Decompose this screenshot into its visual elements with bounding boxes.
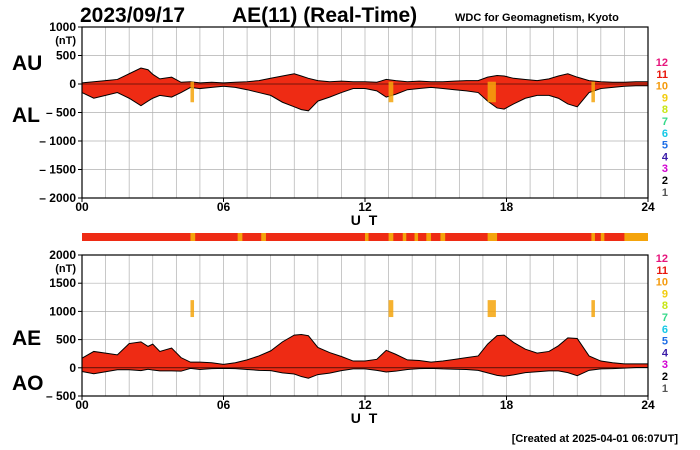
station-count-label: 3 [662,163,668,175]
y-tick-label: 1500 [49,276,76,290]
station-count-label: 11 [656,69,668,81]
station-count-label: 4 [662,347,669,359]
reduced-station-streak [190,300,195,318]
station-count-label: 9 [662,288,668,300]
station-count-label: 10 [656,277,668,289]
x-tick-label: 06 [217,200,231,214]
y-tick-label: 1000 [49,304,76,318]
reduced-station-streak [190,81,195,103]
x-tick-label: 00 [75,398,89,412]
y-tick-label: 0 [69,361,76,375]
station-count-label: 2 [662,371,668,383]
x-axis-label: U T [351,410,380,426]
y-tick-label: 500 [56,49,76,63]
y-tick-label: – 500 [46,106,76,120]
x-tick-label: 18 [500,200,514,214]
area-ae-ao [82,334,648,379]
coverage-bar-segment [190,233,196,241]
station-count-label: 10 [656,81,668,93]
series-label-ae: AE [12,327,41,350]
y-tick-label: – 1000 [39,134,76,148]
x-tick-label: 24 [641,398,655,412]
x-tick-label: 12 [358,398,372,412]
coverage-bar-segment [600,233,605,241]
reduced-station-streak [591,81,595,103]
reduced-station-streak [388,81,394,103]
coverage-bar-segment [624,233,648,241]
station-count-label: 7 [662,116,668,128]
station-count-label: 4 [662,151,669,163]
station-count-label: 12 [656,253,668,265]
y-tick-label: – 2000 [39,191,76,205]
x-tick-label: 06 [217,398,231,412]
reduced-station-streak [487,300,496,318]
y-tick-label: 2000 [49,248,76,262]
y-tick-label: – 500 [46,389,76,403]
data-source-label: WDC for Geomagnetism, Kyoto [455,12,619,24]
station-count-label: 5 [662,140,668,152]
coverage-bar-segment [402,233,407,241]
station-count-label: 9 [662,92,668,104]
chart-date: 2023/09/17 [80,4,186,27]
chart-title: AE(11) (Real-Time) [232,4,418,27]
x-tick-label: 18 [500,398,514,412]
station-count-label: 5 [662,336,668,348]
y-tick-label: – 1500 [39,163,76,177]
station-coverage-bar [82,233,648,241]
coverage-bar-segment [388,233,394,241]
station-count-label: 1 [662,383,668,395]
station-count-label: 8 [662,300,668,312]
created-timestamp: [Created at 2025-04-01 06:07UT] [511,433,678,445]
y-unit-label: (nT) [55,35,76,47]
coverage-bar-segment [591,233,595,241]
coverage-bar-segment [487,233,498,241]
y-tick-label: 1000 [49,20,76,34]
coverage-bar-segment [237,233,243,241]
reduced-station-streak [591,300,595,318]
area-au-al [82,68,648,111]
station-count-label: 8 [662,104,668,116]
y-tick-label: 0 [69,77,76,91]
reduced-station-streak [388,300,394,318]
coverage-bar-segment [414,233,419,241]
y-unit-label: (nT) [55,263,76,275]
x-tick-label: 00 [75,200,89,214]
station-count-label: 3 [662,359,668,371]
coverage-bar-segment [261,233,266,241]
x-tick-label: 12 [358,200,372,214]
coverage-bar-segment [440,233,446,241]
series-line-ae [81,334,648,365]
series-label-au: AU [12,52,42,75]
x-axis-label: U T [351,212,380,228]
series-line-au [81,67,648,84]
station-count-label: 7 [662,312,668,324]
series-line-al [81,85,648,112]
station-count-label: 6 [662,128,668,140]
station-count-label: 11 [656,265,668,277]
series-label-ao: AO [12,372,44,395]
panel-ae-ao [78,254,649,400]
panel-au-al [78,26,649,202]
station-count-label: 12 [656,57,668,69]
station-count-label: 2 [662,175,668,187]
station-count-label: 6 [662,324,668,336]
series-label-al: AL [12,104,40,127]
station-count-label: 1 [662,187,668,199]
reduced-station-streak [487,81,496,103]
y-tick-label: 500 [56,333,76,347]
coverage-bar-segment [426,233,432,241]
series-line-ao [81,367,648,379]
coverage-bar-segment [365,233,369,241]
x-tick-label: 24 [641,200,655,214]
